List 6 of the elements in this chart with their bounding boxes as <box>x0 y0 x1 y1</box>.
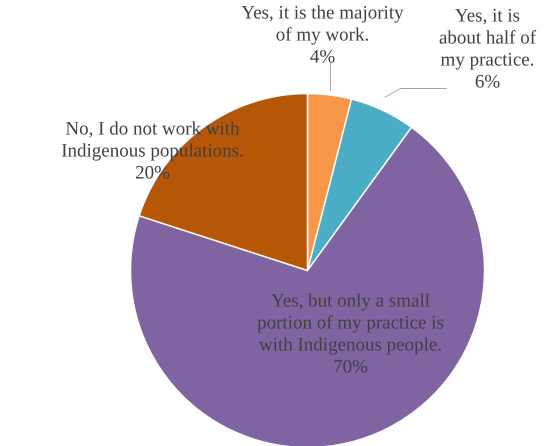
slice-label: Yes, it is about half of my practice. <box>438 6 537 71</box>
data-label: 70% <box>333 356 368 378</box>
slice-label: Yes, but only a small portion of my practice is with Indigenous people. <box>257 290 444 356</box>
data-label: 4% <box>310 46 336 68</box>
data-label: 6% <box>474 72 500 93</box>
slice-label: Yes, it is the majority of my work. <box>241 2 404 46</box>
